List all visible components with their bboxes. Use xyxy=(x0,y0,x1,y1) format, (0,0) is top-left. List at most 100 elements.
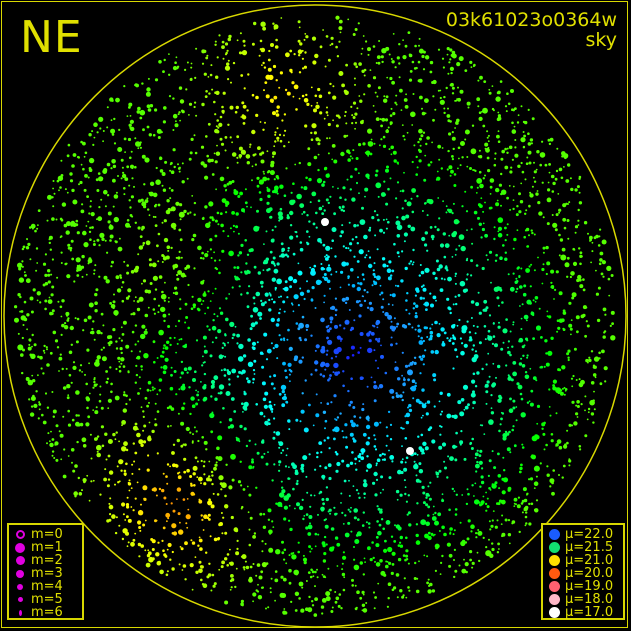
star xyxy=(380,354,384,359)
star xyxy=(307,571,311,574)
star xyxy=(353,415,357,418)
star xyxy=(578,191,581,194)
star xyxy=(350,506,352,509)
star xyxy=(377,387,380,390)
star xyxy=(376,505,379,508)
star xyxy=(476,551,479,554)
star xyxy=(379,454,382,457)
star xyxy=(274,578,279,583)
star xyxy=(454,254,457,256)
star xyxy=(105,370,108,373)
star xyxy=(533,176,535,179)
star xyxy=(203,482,207,486)
magnitude-symbol-icon xyxy=(17,583,23,590)
star xyxy=(18,277,25,283)
star xyxy=(264,391,269,396)
star xyxy=(384,118,389,122)
star xyxy=(136,110,141,114)
star xyxy=(454,348,458,352)
star xyxy=(257,146,261,151)
star xyxy=(278,311,281,315)
star xyxy=(255,574,258,577)
star xyxy=(272,111,276,116)
star xyxy=(280,480,283,483)
star xyxy=(421,54,425,59)
star xyxy=(236,375,240,378)
star xyxy=(354,584,357,587)
star xyxy=(512,185,515,188)
star xyxy=(448,132,452,136)
star xyxy=(44,392,48,395)
star xyxy=(476,465,479,468)
star xyxy=(65,311,70,316)
star xyxy=(221,40,225,44)
star xyxy=(246,305,250,309)
star xyxy=(410,111,416,118)
star xyxy=(599,228,602,231)
star xyxy=(245,565,250,570)
star xyxy=(315,226,318,229)
star xyxy=(441,147,444,149)
star xyxy=(599,258,603,262)
star xyxy=(115,97,120,103)
star xyxy=(304,51,307,54)
star xyxy=(429,292,432,295)
star xyxy=(245,444,249,448)
star xyxy=(106,106,109,109)
star xyxy=(18,267,22,271)
star xyxy=(590,381,595,385)
star xyxy=(486,380,490,384)
star xyxy=(135,357,138,360)
star xyxy=(163,344,166,347)
star xyxy=(320,266,325,271)
star xyxy=(298,597,301,600)
star xyxy=(340,208,344,212)
star xyxy=(545,272,548,276)
star xyxy=(348,494,351,497)
star xyxy=(586,418,589,421)
star xyxy=(249,565,253,569)
star xyxy=(162,472,165,475)
frame-id: 03k61023o0364w xyxy=(445,9,617,31)
star xyxy=(278,460,282,464)
star xyxy=(385,227,388,230)
star xyxy=(266,348,272,354)
star xyxy=(558,208,562,212)
star xyxy=(548,406,551,408)
star xyxy=(243,392,247,396)
star xyxy=(289,527,293,532)
star xyxy=(555,270,559,274)
star xyxy=(512,323,515,326)
star xyxy=(103,477,107,482)
star xyxy=(278,464,281,466)
star xyxy=(193,213,196,216)
star xyxy=(349,188,352,191)
star xyxy=(524,524,527,527)
star xyxy=(473,495,475,497)
star xyxy=(406,292,409,295)
star xyxy=(220,565,224,569)
star xyxy=(161,290,164,294)
star xyxy=(399,535,403,540)
star xyxy=(297,550,301,554)
star xyxy=(46,406,50,409)
star xyxy=(66,221,71,227)
star xyxy=(210,504,215,509)
star xyxy=(574,225,579,229)
star xyxy=(395,573,400,577)
star xyxy=(108,470,114,475)
star xyxy=(219,115,223,119)
star xyxy=(439,391,443,395)
star xyxy=(563,386,566,389)
star xyxy=(383,458,387,461)
star xyxy=(194,370,197,374)
star xyxy=(424,98,429,103)
star xyxy=(218,34,221,37)
star xyxy=(471,379,476,384)
star xyxy=(358,192,360,195)
star xyxy=(172,292,175,294)
star xyxy=(504,105,508,108)
star xyxy=(326,349,329,352)
star xyxy=(286,296,289,299)
star xyxy=(558,474,560,476)
